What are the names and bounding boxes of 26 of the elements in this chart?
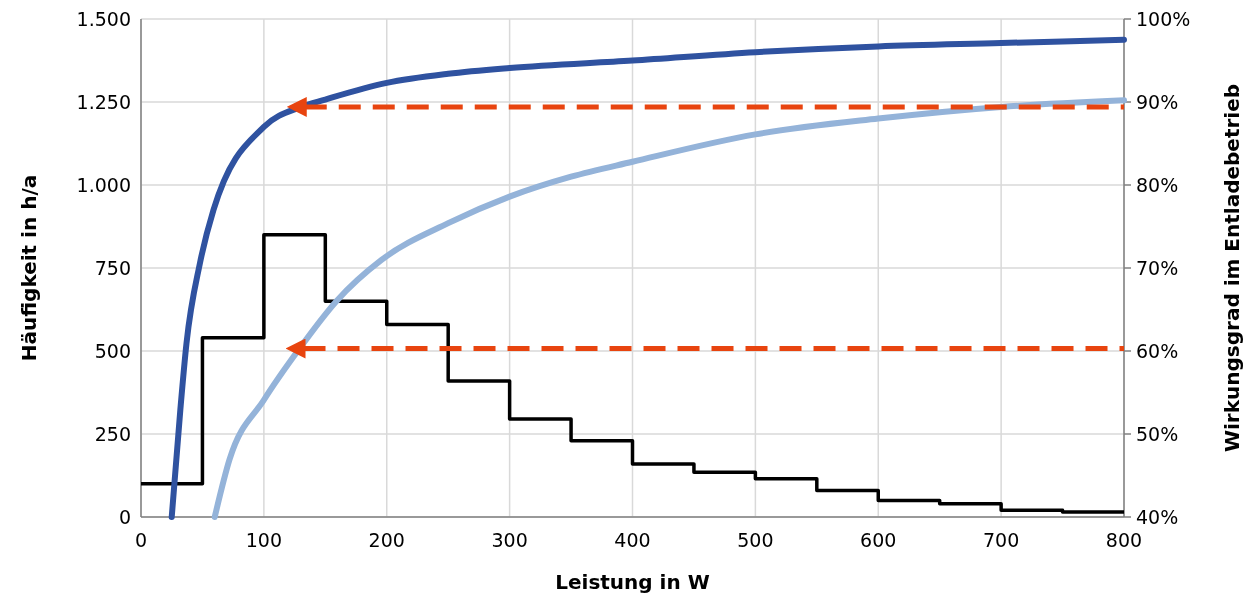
- x-tick-label: 500: [737, 529, 774, 551]
- y-axis-title: Häufigkeit in h/a: [17, 174, 41, 362]
- x-tick-label: 800: [1105, 529, 1143, 551]
- y2-tick-label: 90%: [1136, 91, 1179, 113]
- y-tick-label: 1.500: [76, 8, 131, 30]
- y-tick-label: 500: [94, 340, 131, 362]
- y2-tick-label: 50%: [1136, 423, 1179, 445]
- y-tick-label: 750: [94, 257, 131, 279]
- x-tick-label: 600: [860, 529, 897, 551]
- y-tick-label: 1.250: [76, 91, 131, 113]
- y2-tick-label: 80%: [1136, 174, 1179, 196]
- y-tick-label: 250: [94, 423, 131, 445]
- y2-tick-label: 60%: [1136, 340, 1179, 362]
- y-tick-label: 0: [118, 506, 131, 528]
- y-tick-label: 1.000: [76, 174, 131, 196]
- x-tick-label: 200: [368, 529, 405, 551]
- x-tick-label: 300: [491, 529, 528, 551]
- y2-tick-label: 70%: [1136, 257, 1179, 279]
- y2-tick-label: 100%: [1136, 8, 1191, 30]
- x-tick-label: 400: [614, 529, 651, 551]
- x-tick-label: 100: [245, 529, 283, 551]
- y2-axis-title: Wirkungsgrad im Entladebetrieb: [1220, 83, 1244, 453]
- x-tick-label: 0: [134, 529, 148, 551]
- x-axis-title: Leistung in W: [555, 570, 710, 594]
- x-tick-label: 700: [982, 529, 1020, 551]
- y2-tick-label: 40%: [1136, 506, 1179, 528]
